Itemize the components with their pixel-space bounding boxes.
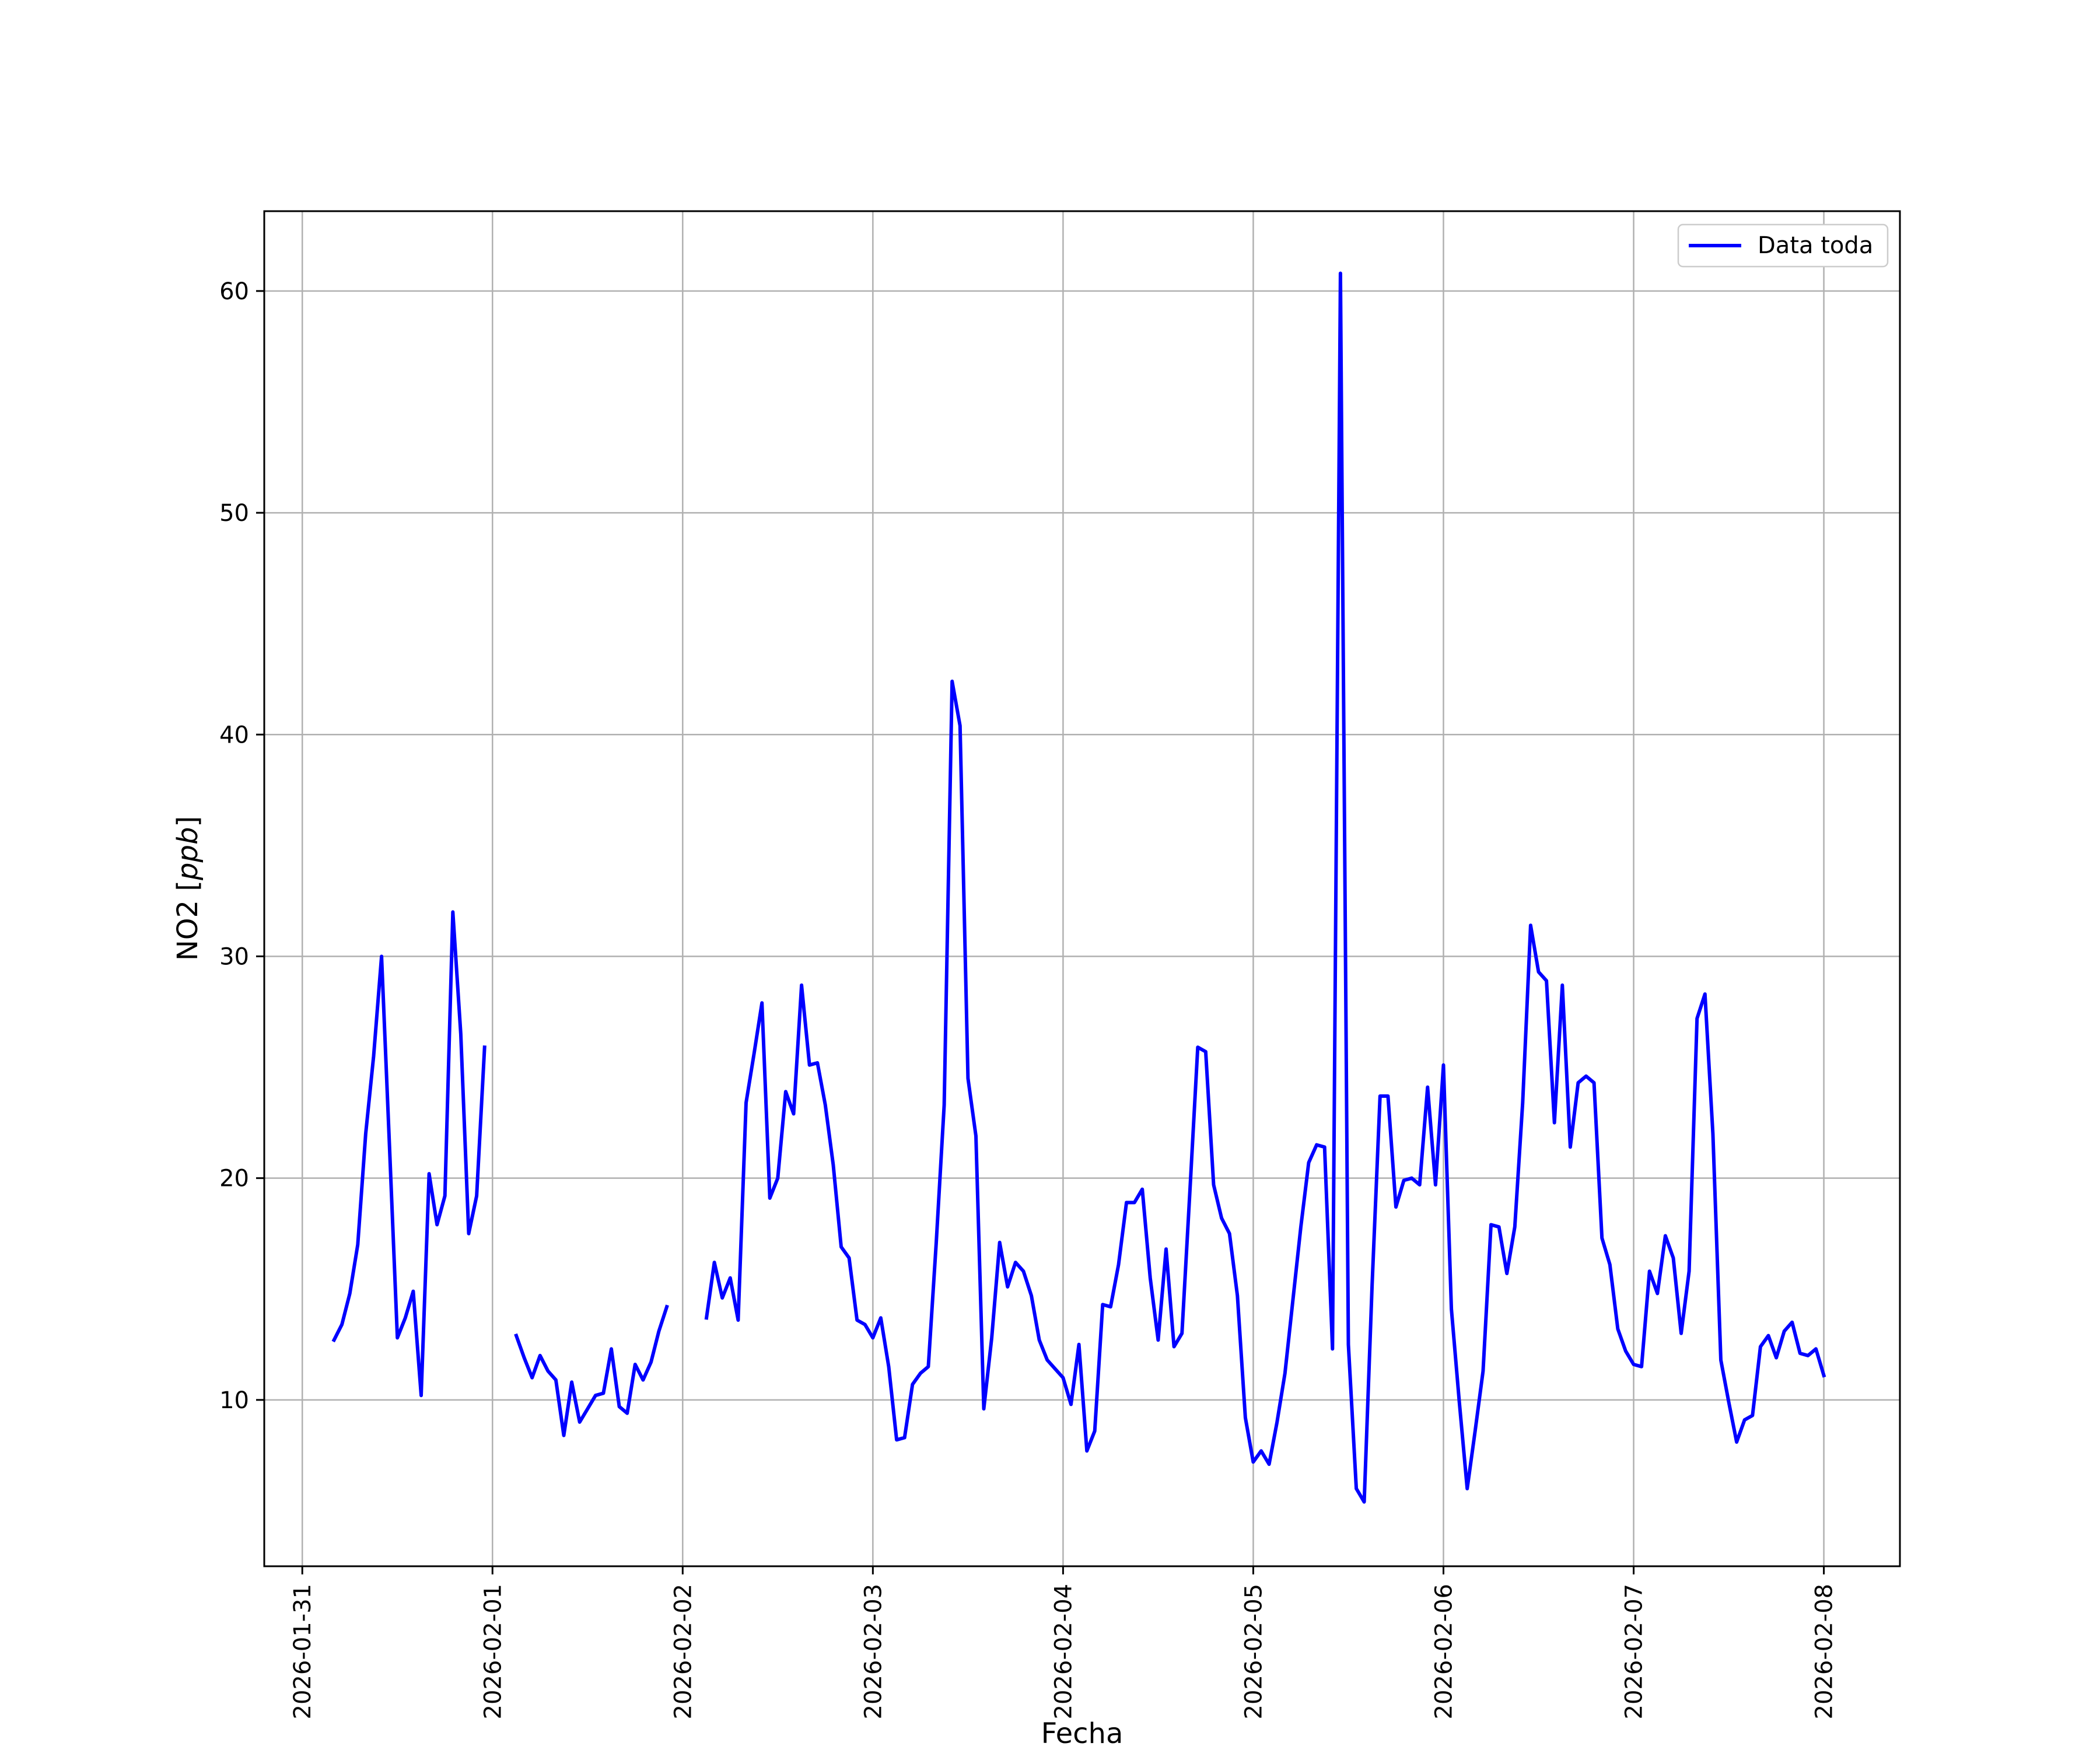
series-line-segment <box>331 910 487 1398</box>
x-tick-label: 2026-01-31 <box>289 1584 316 1719</box>
y-tick-label: 30 <box>219 943 249 970</box>
series-line-segment <box>514 1304 669 1437</box>
x-tick-label: 2026-02-07 <box>1621 1584 1648 1719</box>
x-tick-label: 2026-02-02 <box>670 1584 696 1719</box>
x-axis-label: Fecha <box>1041 1717 1124 1750</box>
x-tick-label: 2026-02-06 <box>1430 1584 1457 1719</box>
y-tick-label: 50 <box>219 500 249 527</box>
y-tick-label: 60 <box>219 278 249 305</box>
legend-box <box>1677 223 1889 268</box>
y-tick-label: 20 <box>219 1166 249 1192</box>
x-tick-label: 2026-02-03 <box>860 1584 887 1719</box>
x-tick-label: 2026-02-08 <box>1811 1584 1838 1719</box>
y-tick-label: 10 <box>219 1387 249 1414</box>
series-line-segment <box>704 271 1826 1504</box>
plot-frame <box>263 210 1901 1567</box>
x-tick-label: 2026-02-04 <box>1050 1584 1077 1719</box>
x-tick-label: 2026-02-01 <box>480 1584 506 1719</box>
y-tick-label: 40 <box>219 722 249 748</box>
legend-label: Data toda <box>1758 232 1873 259</box>
x-tick-label: 2026-02-05 <box>1240 1584 1267 1719</box>
plot-lines <box>331 271 1826 1504</box>
axis-ticks: 2026-01-31 2026-02-01 2026-02-02 2026-02-03… <box>219 278 1838 1720</box>
y-axis-label: NO2 [ppb] <box>172 816 204 961</box>
legend: Data toda <box>1677 223 1889 268</box>
